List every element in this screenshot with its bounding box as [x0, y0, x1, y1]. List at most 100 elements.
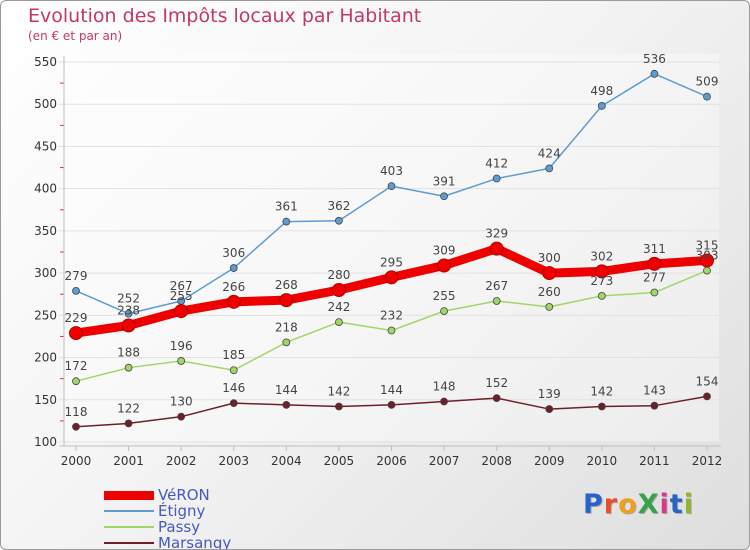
data-point: [177, 357, 186, 365]
data-point: [387, 182, 396, 191]
data-label: 144: [380, 383, 403, 397]
plot-area: [64, 54, 719, 442]
data-point: [72, 422, 80, 431]
legend-label: VéRON: [158, 486, 210, 504]
x-tick-label: 2006: [376, 454, 407, 468]
data-point: [440, 307, 448, 316]
data-label: 185: [222, 348, 245, 362]
x-tick-label: 2012: [692, 454, 723, 468]
x-tick-label: 2009: [534, 454, 565, 468]
chart-title: Evolution des Impôts locaux par Habitant: [28, 5, 422, 27]
data-label: 118: [65, 405, 88, 419]
data-label: 509: [696, 75, 719, 89]
y-tick-label: 500: [34, 97, 57, 111]
data-label: 311: [643, 242, 666, 256]
data-label: 148: [433, 379, 456, 393]
series-passy: [72, 266, 711, 386]
data-label: 329: [485, 227, 508, 241]
x-tick-label: 2003: [218, 454, 249, 468]
y-tick-label: 100: [34, 435, 57, 449]
data-point: [387, 326, 396, 335]
data-label: 143: [643, 384, 666, 398]
data-point: [650, 401, 659, 410]
legend-label: Étigny: [158, 502, 206, 520]
data-point: [700, 253, 714, 268]
data-point: [177, 412, 186, 421]
logo-letter: i: [683, 489, 694, 520]
data-label: 229: [65, 311, 88, 325]
data-point: [387, 400, 396, 409]
proxiti-logo: ProXiti: [583, 489, 694, 520]
data-label: 142: [590, 385, 613, 399]
data-point: [282, 400, 291, 409]
data-label: 403: [380, 164, 403, 178]
legend-swatch: [104, 526, 154, 528]
data-label: 144: [275, 383, 298, 397]
y-tick-label: 150: [34, 393, 57, 407]
data-label: 152: [485, 376, 508, 390]
legend-item: Marsangy: [104, 534, 232, 550]
logo-letter: i: [659, 489, 670, 520]
data-label: 154: [696, 374, 719, 388]
legend-item: Passy: [104, 518, 231, 536]
data-label: 498: [590, 84, 613, 98]
legend-label: Marsangy: [158, 534, 232, 550]
data-label: 252: [117, 292, 140, 306]
data-point: [335, 216, 343, 225]
data-label: 279: [65, 269, 88, 283]
data-label: 242: [327, 300, 350, 314]
data-label: 303: [696, 249, 719, 263]
data-label: 412: [485, 157, 508, 171]
data-point: [492, 394, 501, 402]
data-point: [650, 288, 659, 297]
legend-swatch: [104, 490, 154, 500]
data-label: 302: [590, 249, 613, 263]
data-point: [124, 363, 133, 372]
data-point: [124, 419, 133, 428]
data-point: [492, 174, 501, 183]
data-point: [124, 309, 133, 318]
logo-letter: t: [669, 489, 684, 520]
data-point: [703, 392, 711, 401]
data-point: [279, 293, 294, 308]
data-point: [437, 258, 452, 273]
data-label: 146: [222, 381, 245, 395]
data-point: [440, 192, 448, 201]
y-tick-label: 250: [34, 308, 57, 322]
data-point: [335, 318, 343, 326]
data-label: 273: [590, 274, 613, 288]
data-point: [229, 264, 238, 272]
data-label: 232: [380, 309, 403, 323]
legend-swatch: [104, 542, 154, 544]
data-label: 361: [275, 200, 298, 214]
data-point: [282, 217, 291, 226]
x-tick-label: 2000: [61, 454, 92, 468]
series-veron: [69, 241, 714, 341]
data-point: [545, 405, 554, 413]
data-label: 309: [433, 244, 456, 258]
data-point: [331, 283, 346, 297]
data-point: [597, 402, 606, 411]
y-tick-label: 450: [34, 139, 57, 153]
x-tick-label: 2004: [271, 454, 302, 468]
data-label: 139: [538, 387, 561, 401]
data-point: [545, 164, 554, 173]
y-tick-label: 550: [34, 55, 57, 69]
data-point: [650, 69, 659, 78]
data-label: 267: [170, 279, 193, 293]
data-label: 255: [433, 289, 456, 303]
logo-letter: o: [618, 489, 638, 520]
data-label: 238: [117, 303, 140, 317]
data-point: [229, 399, 238, 408]
data-label: 142: [327, 385, 350, 399]
data-label: 172: [65, 359, 88, 373]
data-point: [69, 326, 83, 341]
data-point: [384, 270, 399, 285]
y-tick-label: 400: [34, 182, 57, 196]
x-tick-label: 2002: [166, 454, 197, 468]
data-label: 267: [485, 279, 508, 293]
data-label: 295: [380, 255, 403, 269]
series-marsangy: [72, 392, 711, 431]
data-label: 280: [327, 268, 350, 282]
